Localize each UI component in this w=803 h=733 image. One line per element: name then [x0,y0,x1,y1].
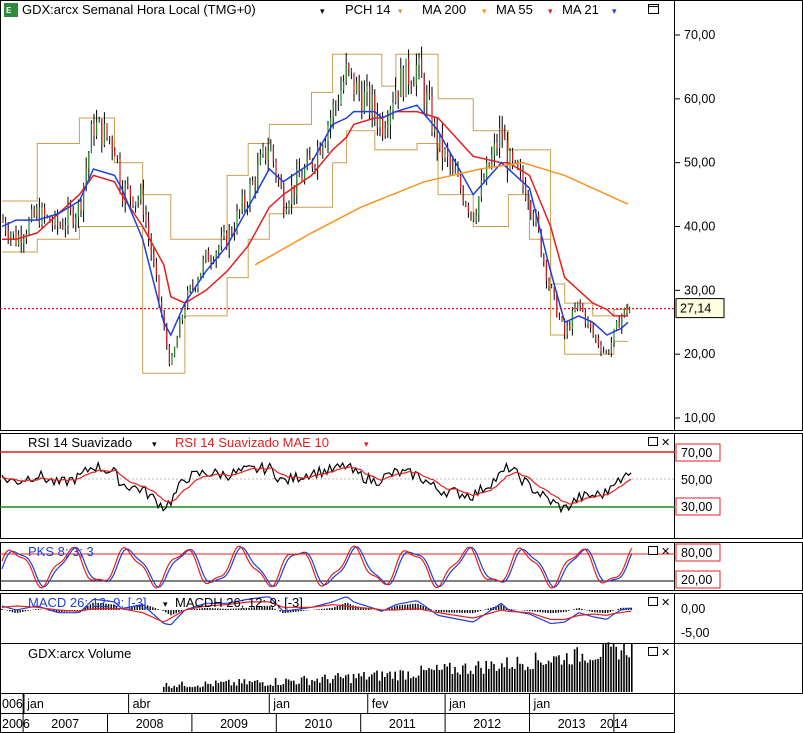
x-year-label: 2006 [2,717,30,731]
x-year-label: 006 [2,697,23,711]
rsi-tick-50: 50,00 [681,473,712,487]
x-year-label: 2013 [558,717,586,731]
rsi-mae-menu-icon[interactable]: ▾ [364,439,369,449]
macd-label[interactable]: MACD 26; 12; 9; [-3] [28,595,147,610]
symbol-label[interactable]: GDX:arcx Semanal Hora Local (TMG+0) [22,2,256,17]
macd-window-controls[interactable]: ✕ [648,597,671,609]
rsi-tick-70: 70,00 [681,446,712,460]
volume-bars [163,642,633,692]
x-year-label: 2008 [136,717,164,731]
price-tick-label: 40,00 [684,220,715,234]
price-y-axis: 70,00 60,00 50,00 40,00 30,00 20,00 10,00 [675,28,715,425]
svg-text:✕: ✕ [661,437,670,449]
pks-tick-20: 20,00 [681,573,712,587]
ma55-line [2,110,628,317]
rsi-menu-icon[interactable]: ▾ [152,439,157,449]
svg-text:E: E [6,6,12,15]
price-tick-label: 60,00 [684,92,715,106]
macd-lines [1,596,632,626]
x-month-label: abr [133,697,151,711]
x-month-label: jan [533,697,551,711]
macdh-label[interactable]: MACDH 26; 12; 9; [-3] [175,595,303,610]
legend-ma21[interactable]: MA 21 [562,2,599,17]
macd-y-axis: 0,00 -5,00 [681,602,710,640]
volume-axis-panel [674,643,803,694]
last-price-badge: 27,14 [675,298,725,319]
volume-label[interactable]: GDX:arcx Volume [28,646,131,661]
price-tick-label: 20,00 [684,347,715,361]
ma55-menu-icon[interactable]: ▾ [548,6,553,16]
pch-menu-icon[interactable]: ▾ [398,6,403,16]
rsi-panel [0,433,675,539]
pks-label[interactable]: PKS 8; 3; 3 [28,544,94,559]
x-year-label: 2014 [600,717,628,731]
macd-tick-0: 0,00 [681,602,705,616]
ma21-menu-icon[interactable]: ▾ [612,6,617,16]
x-year-label: 2010 [305,717,333,731]
ma200-menu-icon[interactable]: ▾ [482,6,487,16]
price-panel [0,0,675,431]
pks-k-line [1,546,633,588]
x-year-label: 2011 [389,717,416,731]
x-month-label: jan [448,697,466,711]
rsi-y-axis: 70,00 50,00 30,00 [675,443,721,516]
price-axis-panel [674,0,803,431]
x-year-label: 2007 [51,717,79,731]
price-tick-label: 10,00 [684,411,715,425]
svg-text:✕: ✕ [661,546,670,558]
last-price-value: 27,14 [680,302,711,316]
price-tick-label: 50,00 [684,156,715,170]
ma21-line [1,104,629,337]
chart-header: E GDX:arcx Semanal Hora Local (TMG+0) ▾ … [4,2,659,17]
pks-d-line [1,545,633,589]
pks-tick-80: 80,00 [681,546,712,560]
ma200-line [254,161,629,266]
pch-lower-line [2,130,628,374]
macd-tick-neg5: -5,00 [681,626,710,640]
pks-panel [0,542,675,591]
price-tick-label: 30,00 [684,283,715,297]
rsi-label[interactable]: RSI 14 Suavizado [28,435,132,450]
svg-text:✕: ✕ [661,597,670,609]
macd-signal-line [1,601,632,623]
x-axis: 2006 2007 2008 2009 2010 2011 2012 2013 2014 jan a… [2,694,628,733]
x-year-label: 2009 [220,717,248,731]
rsi-lines [1,460,632,514]
x-year-label: 2012 [473,717,501,731]
svg-text:✕: ✕ [661,647,670,659]
pks-lines [1,545,633,589]
x-month-label: jan [272,697,290,711]
symbol-menu-icon[interactable]: ▾ [320,6,325,16]
rsi-tick-30: 30,00 [681,500,712,514]
price-tick-label: 70,00 [684,28,715,42]
app-icon [4,3,18,17]
moving-averages [1,104,629,337]
pks-y-axis: 80,00 20,00 [675,543,721,589]
rsi-window-controls[interactable]: ✕ [648,437,671,449]
macd-menu-icon[interactable]: ▾ [163,599,168,609]
rsi-line [1,460,632,514]
rsi-mae-line [1,466,632,505]
x-month-label: fev [372,697,389,711]
legend-ma55[interactable]: MA 55 [496,2,533,17]
maximize-icon[interactable] [648,4,659,14]
rsi-mae-label[interactable]: RSI 14 Suavizado MAE 10 [175,435,329,450]
legend-ma200[interactable]: MA 200 [422,2,466,17]
volume-window-controls[interactable]: ✕ [648,647,671,659]
x-month-label: jan [26,697,44,711]
legend-pch[interactable]: PCH 14 [345,2,391,17]
pks-window-controls[interactable]: ✕ [648,546,671,558]
